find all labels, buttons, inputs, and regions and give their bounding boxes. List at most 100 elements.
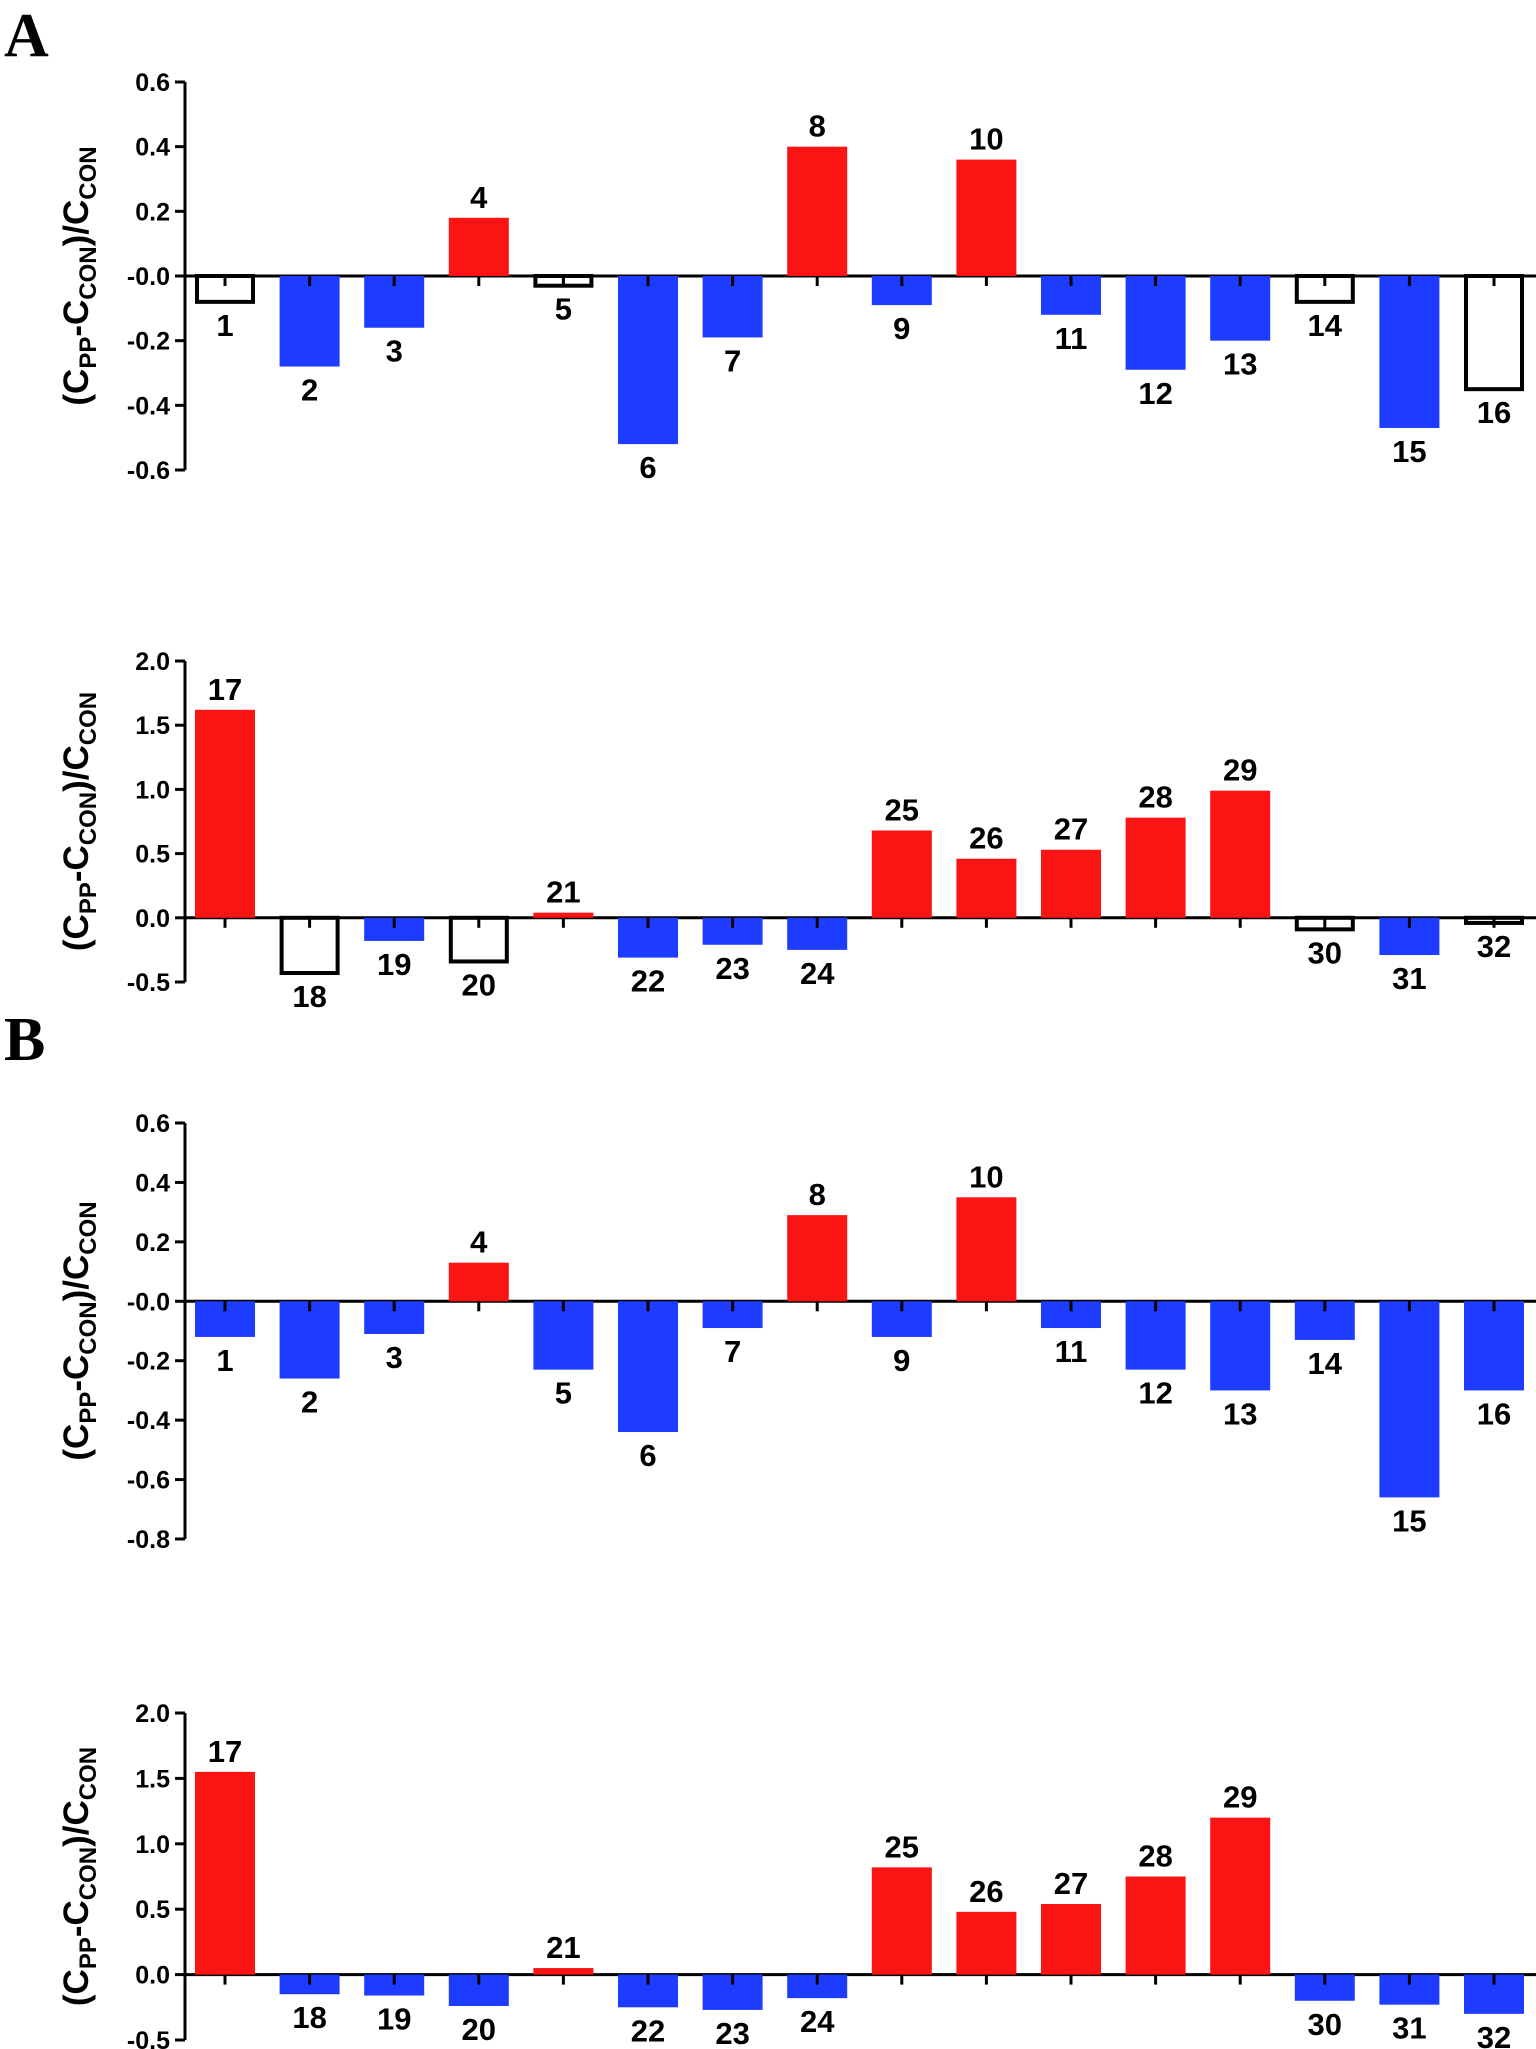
bar-16: [1464, 274, 1524, 392]
bar-label-15: 15: [1392, 1503, 1426, 1538]
bar-12: [1125, 276, 1186, 370]
bar-label-14: 14: [1308, 1346, 1343, 1381]
y-tick-label: 0.6: [135, 1110, 170, 1138]
bar-2: [279, 1301, 340, 1379]
bar-13: [1210, 1301, 1271, 1391]
y-axis-title-part: -C: [57, 845, 96, 882]
y-tick-label: -0.2: [127, 328, 170, 356]
bar-label-12: 12: [1138, 1376, 1172, 1411]
bar-label-32: 32: [1477, 2020, 1511, 2049]
bar-16: [1464, 1301, 1524, 1391]
bar-17: [195, 709, 255, 918]
bar-label-7: 7: [724, 343, 741, 378]
y-tick-label: -0.4: [127, 392, 170, 420]
y-axis-title-part: )/C: [57, 1800, 96, 1847]
bar-28: [1125, 817, 1186, 918]
y-tick-label: 0.4: [135, 134, 170, 162]
y-axis-title-part: CON: [75, 1201, 102, 1254]
bar-label-4: 4: [470, 180, 488, 215]
bar-label-19: 19: [377, 2002, 411, 2037]
y-tick-label: -0.8: [127, 1526, 170, 1554]
bar-label-17: 17: [208, 1734, 242, 1769]
y-tick-label: -0.2: [127, 1348, 170, 1376]
bar-27: [1041, 1903, 1101, 1975]
y-axis-title-part: -C: [57, 1900, 96, 1937]
bar-label-22: 22: [631, 964, 665, 999]
y-axis-title-part: )/C: [57, 200, 96, 247]
bar-15: [1379, 1301, 1440, 1498]
y-axis-title: (CPP-CCON)/CCON: [57, 1747, 102, 2006]
y-axis-title-part: (C: [57, 914, 96, 951]
bar-label-27: 27: [1054, 1866, 1088, 1901]
bar-8: [787, 1215, 848, 1302]
bar-12: [1125, 1301, 1186, 1370]
bar-label-9: 9: [893, 1343, 910, 1378]
bar-label-5: 5: [555, 292, 572, 327]
bar-8: [787, 146, 848, 276]
y-tick-label: 0.0: [135, 905, 170, 933]
bar-26: [956, 1911, 1017, 1975]
panel-letter-b: B: [4, 1006, 45, 1074]
bar-label-31: 31: [1392, 2011, 1426, 2046]
panel-letter-a: A: [4, 2, 49, 70]
bar-24: [787, 1974, 848, 1999]
bar-label-29: 29: [1223, 753, 1257, 788]
y-tick-label: 2.0: [135, 648, 170, 676]
y-tick-label: 0.2: [135, 1229, 170, 1257]
bar-label-12: 12: [1138, 376, 1172, 411]
y-axis-title-part: PP: [75, 882, 102, 914]
bar-label-16: 16: [1477, 395, 1511, 430]
bar-label-2: 2: [301, 1385, 318, 1420]
bar-17: [195, 1771, 255, 1975]
bar-label-2: 2: [301, 373, 318, 408]
bar-29: [1210, 1817, 1271, 1975]
y-tick-label: 1.0: [135, 1831, 170, 1859]
bar-28: [1125, 1876, 1186, 1975]
y-axis-title-part: (C: [57, 1969, 96, 2006]
y-tick-label: -0.4: [127, 1407, 170, 1435]
bar-10: [956, 159, 1017, 276]
y-tick-label: -0.6: [127, 1467, 170, 1495]
bar-label-11: 11: [1055, 321, 1088, 356]
bar-4: [448, 1262, 509, 1302]
bar-10: [956, 1197, 1017, 1302]
y-tick-label: -0.0: [127, 263, 170, 291]
bar-label-28: 28: [1138, 780, 1172, 815]
y-tick-label: 0.4: [135, 1169, 170, 1197]
bar-label-21: 21: [546, 875, 580, 910]
bar-label-19: 19: [377, 947, 411, 982]
y-axis-title-part: PP: [75, 1392, 102, 1424]
bar-19: [364, 917, 425, 941]
bar-19: [364, 1974, 425, 1996]
bar-5: [533, 1301, 594, 1370]
y-axis-title: (CPP-CCON)/CCON: [57, 146, 102, 405]
bar-label-21: 21: [546, 1930, 580, 1965]
y-axis-title-part: CON: [75, 1747, 102, 1800]
y-tick-label: 0.0: [135, 1962, 170, 1990]
y-tick-label: 0.6: [135, 69, 170, 97]
y-tick-label: 0.5: [135, 1896, 170, 1924]
bar-label-32: 32: [1477, 929, 1511, 964]
bar-26: [956, 858, 1017, 918]
bar-label-26: 26: [969, 821, 1003, 856]
bar-25: [871, 1867, 932, 1975]
y-axis-title-part: CON: [75, 792, 102, 845]
y-axis-title-part: CON: [75, 146, 102, 199]
y-tick-label: -0.5: [127, 2027, 170, 2049]
bar-label-18: 18: [292, 2000, 326, 2035]
bar-label-1: 1: [216, 1343, 233, 1378]
y-axis-title-part: -C: [57, 300, 96, 337]
y-axis-title-part: CON: [75, 246, 102, 299]
bar-label-15: 15: [1392, 434, 1426, 469]
bar-label-9: 9: [893, 311, 910, 346]
y-tick-label: 0.2: [135, 198, 170, 226]
bar-label-13: 13: [1223, 347, 1257, 382]
bar-label-18: 18: [292, 979, 326, 1014]
bar-chart-1: (CPP-CCON)/CCON0.60.40.2-0.0-0.2-0.4-0.6…: [57, 69, 1536, 485]
bar-15: [1379, 276, 1440, 428]
bar-label-25: 25: [885, 792, 919, 827]
bar-label-30: 30: [1308, 2007, 1342, 2042]
bar-label-10: 10: [969, 1159, 1003, 1194]
y-axis-title-part: CON: [75, 692, 102, 745]
